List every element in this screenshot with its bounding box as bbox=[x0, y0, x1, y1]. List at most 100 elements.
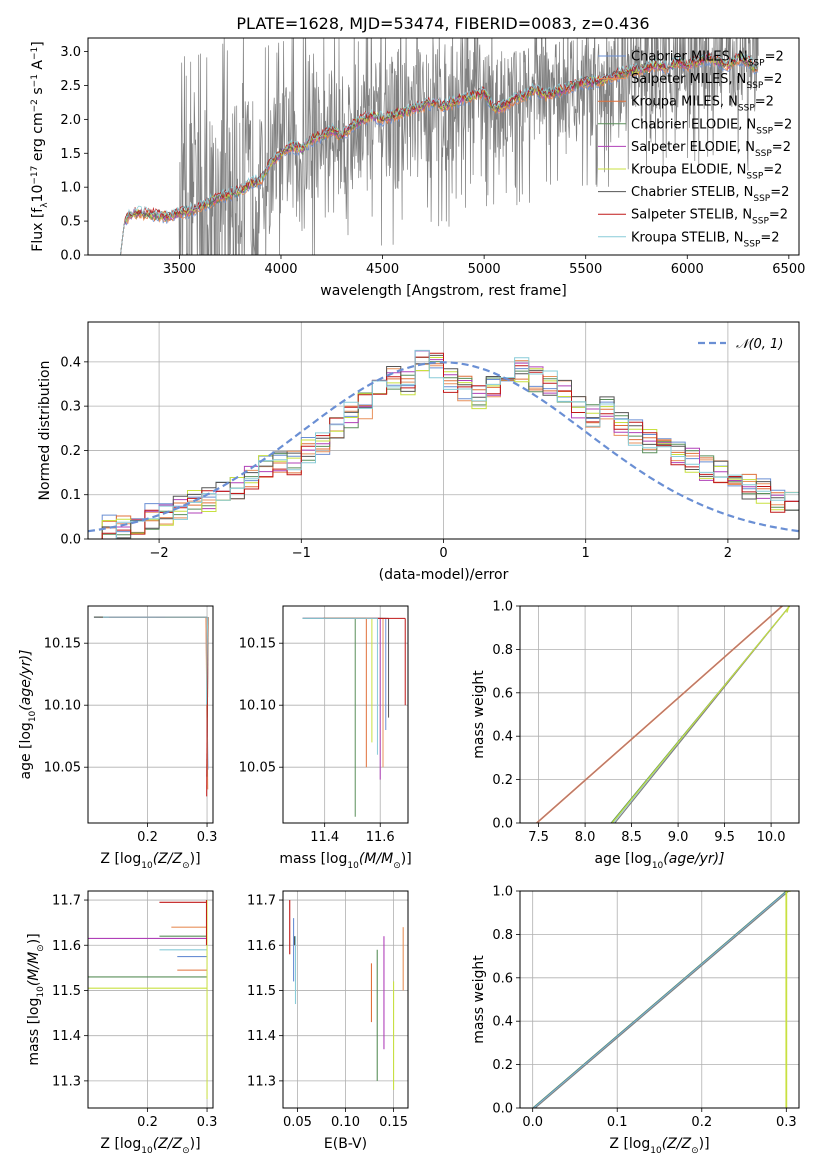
legend-suffix: =2 bbox=[763, 72, 782, 87]
label-part: 10 bbox=[347, 861, 359, 871]
legend-name: Kroupa ELODIE, N bbox=[631, 163, 746, 178]
label-part: ⊙ bbox=[393, 861, 401, 871]
label-part: E(B-V) bbox=[324, 1136, 367, 1152]
panel-mass-weight-vs-age: 7.5 8.0 8.5 9.0 9.5 10.0 0.0 0.2 0.4 0.6 0.8 1.0 age… bbox=[471, 600, 800, 871]
label-part: Flux [f bbox=[30, 207, 46, 252]
y-tick-label: 0.0 bbox=[492, 817, 513, 832]
x-axis-label: (data-model)/error bbox=[379, 567, 509, 583]
x-tick-label: 0.3 bbox=[197, 830, 218, 845]
plot-area-mass-weight-vs-age bbox=[536, 606, 791, 823]
legend-sub: SSP bbox=[756, 126, 773, 136]
y-axis-label: mass weight bbox=[471, 955, 487, 1044]
x-axis-label: E(B-V) bbox=[324, 1136, 367, 1152]
legend-sub: SSP bbox=[755, 149, 772, 159]
y-tick-label: 1.0 bbox=[60, 181, 81, 196]
x-tick-label: 0.2 bbox=[137, 1115, 158, 1130]
legend-label: Kroupa MILES, NSSP=2 bbox=[631, 95, 774, 114]
legend-name: Salpeter ELODIE, N bbox=[631, 140, 755, 155]
label-part: mass weight bbox=[471, 670, 487, 759]
label-part: (Z/Z bbox=[662, 1136, 692, 1152]
label-part: −1 bbox=[30, 74, 40, 87]
legend-sub: SSP bbox=[748, 59, 765, 69]
x-tick-label: 6000 bbox=[671, 262, 704, 277]
legend-name: Kroupa MILES, N bbox=[631, 95, 738, 110]
y-tick-label: 2.5 bbox=[60, 79, 81, 94]
legend-suffix: =2 bbox=[773, 117, 792, 132]
x-tick-label: 11.6 bbox=[366, 830, 395, 845]
label-part: )] bbox=[26, 933, 42, 944]
label-part: ] bbox=[30, 41, 46, 46]
y-tick-label: 0.0 bbox=[60, 533, 81, 548]
axes-frame bbox=[519, 605, 800, 824]
y-tick-label: 11.5 bbox=[52, 984, 81, 999]
legend-name: Chabrier STELIB, N bbox=[631, 185, 753, 200]
label-part: age [log bbox=[594, 851, 651, 867]
label-part: s bbox=[30, 87, 46, 99]
legend-sub: SSP bbox=[744, 239, 761, 249]
y-tick-label: 0.8 bbox=[492, 643, 513, 658]
x-axis-label: Z [log10(Z/Z⊙)] bbox=[609, 1136, 709, 1156]
panel-spectrum: 3500 4000 4500 5000 5500 6000 6500 0.0 0.5 1.0 1.5… bbox=[30, 37, 805, 299]
axes-frame bbox=[87, 890, 214, 1109]
y-axis-label: Normed distribution bbox=[37, 361, 53, 501]
label-part: )] bbox=[190, 1136, 201, 1152]
y-tick-label: 1.0 bbox=[492, 885, 513, 900]
label-part: (M/M bbox=[359, 851, 393, 867]
legend-label: Kroupa STELIB, NSSP=2 bbox=[631, 230, 780, 249]
axes-frame bbox=[87, 321, 800, 540]
label-part: mass [log bbox=[26, 998, 42, 1066]
y-axis-label: age [log10(age/yr)] bbox=[18, 649, 38, 779]
x-tick-label: 0.3 bbox=[197, 1115, 218, 1130]
x-tick-label: 1 bbox=[582, 546, 590, 561]
axes-frame bbox=[282, 890, 409, 1109]
cumulative-z-line bbox=[534, 891, 790, 1108]
legend-suffix: =2 bbox=[772, 140, 791, 155]
legend-label: Salpeter ELODIE, NSSP=2 bbox=[631, 140, 791, 159]
label-part: 10 bbox=[650, 1146, 662, 1156]
legend-suffix: =2 bbox=[769, 208, 788, 223]
y-tick-label: 11.6 bbox=[247, 939, 276, 954]
label-part: (age/yr)] bbox=[663, 851, 724, 867]
x-tick-label: 7.5 bbox=[528, 830, 549, 845]
y-tick-label: 10.10 bbox=[239, 699, 276, 714]
x-axis-label: age [log10(age/yr)] bbox=[594, 851, 724, 871]
x-tick-label: 8.0 bbox=[575, 830, 596, 845]
legend-sub: SSP bbox=[752, 217, 769, 227]
label-part: ⊙ bbox=[182, 1146, 190, 1156]
label-part: A bbox=[30, 60, 46, 74]
label-part: Z [log bbox=[100, 851, 141, 867]
residual-histogram bbox=[88, 354, 799, 539]
panel-mass-weight-vs-z: 0.0 0.1 0.2 0.3 0.0 0.2 0.4 0.6 0.8 1.0 Z [log10(Z… bbox=[471, 885, 800, 1156]
y-tick-label: 0.6 bbox=[492, 686, 513, 701]
observed-spectrum-line bbox=[120, 38, 759, 255]
axes-frame bbox=[282, 605, 409, 824]
label-part: erg cm bbox=[30, 112, 46, 165]
label-part: age [log bbox=[18, 722, 34, 779]
x-tick-label: 0.05 bbox=[283, 1115, 312, 1130]
y-tick-label: 0.3 bbox=[60, 400, 81, 415]
residual-histogram bbox=[88, 360, 799, 539]
y-tick-label: 10.10 bbox=[44, 699, 81, 714]
label-part: (age/yr)] bbox=[18, 649, 34, 710]
plot-area-residuals bbox=[88, 349, 799, 539]
residual-histogram bbox=[88, 356, 799, 539]
legend-label: Chabrier ELODIE, NSSP=2 bbox=[631, 117, 792, 136]
model-spectrum-line bbox=[120, 53, 759, 255]
plot-area-age-vs-z bbox=[93, 616, 209, 797]
x-tick-label: 9.5 bbox=[714, 830, 735, 845]
label-part: 10 bbox=[28, 710, 38, 722]
label-part: ⊙ bbox=[691, 1146, 699, 1156]
label-part: λ bbox=[40, 202, 50, 208]
y-tick-label: 10.15 bbox=[239, 637, 276, 652]
y-axis-label: Flux [fλ10−17 erg cm−2 s−1 A−1] bbox=[30, 41, 50, 251]
age-z-line-vertical bbox=[205, 617, 209, 705]
legend-name: Salpeter STELIB, N bbox=[631, 208, 752, 223]
y-tick-label: 11.3 bbox=[52, 1074, 81, 1089]
model-spectrum-line bbox=[120, 52, 759, 255]
plot-area-age-vs-mass bbox=[302, 617, 406, 817]
y-tick-label: 10.05 bbox=[239, 761, 276, 776]
y-tick-label: 0.2 bbox=[492, 773, 513, 788]
y-tick-label: 11.7 bbox=[247, 894, 276, 909]
label-part: ⊙ bbox=[36, 944, 46, 952]
